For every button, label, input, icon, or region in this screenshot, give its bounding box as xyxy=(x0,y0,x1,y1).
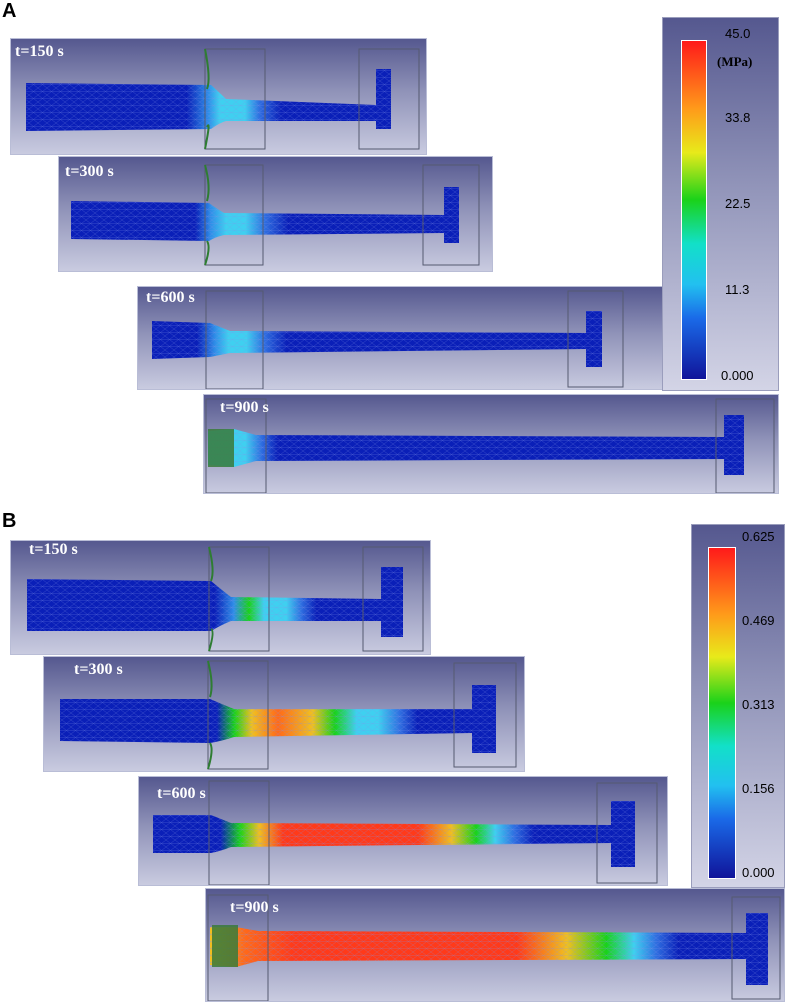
tick-label: 33.8 xyxy=(725,110,751,125)
panel-a-frame-300: t=300 s xyxy=(58,156,493,272)
panel-b-mesh-300 xyxy=(60,660,517,770)
panel-b-colorbar xyxy=(708,547,736,879)
panel-a-mesh-300 xyxy=(71,164,480,266)
time-label: t=600 s xyxy=(157,785,206,802)
panel-b-frame-900: t=900 s xyxy=(205,888,785,1002)
panel-a-colorbar-panel: 45.0 (MPa) 33.8 22.5 11.3 0.000 xyxy=(662,17,779,391)
panel-a-frame-900: t=900 s xyxy=(203,394,779,494)
tick-label: 0.469 xyxy=(742,613,775,628)
panel-a-frame-600: t=600 s xyxy=(137,286,663,390)
tick-label: 0.625 xyxy=(742,529,775,544)
panel-b-label: B xyxy=(2,510,17,532)
panel-b-frame-300: t=300 s xyxy=(43,656,525,772)
time-label: t=300 s xyxy=(65,163,114,180)
time-label: t=900 s xyxy=(220,399,269,416)
panel-a-mesh-600 xyxy=(152,290,624,389)
panel-a-mesh-900 xyxy=(205,398,775,493)
time-label: t=150 s xyxy=(29,541,78,558)
unit-label: (MPa) xyxy=(717,54,753,69)
panel-a-frame-150: t=150 s xyxy=(10,38,427,155)
panel-a-colorbar xyxy=(681,40,707,380)
time-label: t=300 s xyxy=(74,661,123,678)
tick-label: 11.3 xyxy=(725,282,750,297)
panel-b-colorbar-panel: 0.625 0.469 0.313 0.156 0.000 xyxy=(691,524,785,888)
tick-label: 22.5 xyxy=(725,196,751,211)
time-label: t=600 s xyxy=(146,289,195,306)
tick-label: 0.000 xyxy=(742,865,775,880)
time-label: t=150 s xyxy=(15,43,64,60)
panel-b-mesh-900 xyxy=(207,894,781,1001)
tick-label: 0.156 xyxy=(742,781,775,796)
tick-label: 45.0 xyxy=(725,26,751,41)
panel-b-mesh-600 xyxy=(153,780,658,885)
panel-b-frame-600: t=600 s xyxy=(138,776,668,886)
time-label: t=900 s xyxy=(230,899,279,916)
panel-b-frame-150: t=150 s xyxy=(10,540,431,655)
panel-a-mesh-150 xyxy=(26,48,420,150)
tick-label: 0.313 xyxy=(742,697,775,712)
tick-label: 0.000 xyxy=(721,368,754,383)
panel-a-label: A xyxy=(2,0,17,22)
panel-b-mesh-150 xyxy=(27,546,424,652)
